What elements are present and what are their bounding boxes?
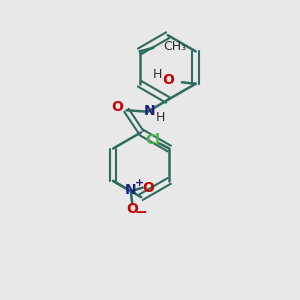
Text: O: O — [142, 181, 154, 195]
Text: H: H — [153, 68, 162, 81]
Text: +: + — [134, 178, 144, 188]
Text: CH₃: CH₃ — [163, 40, 186, 53]
Text: Cl: Cl — [146, 133, 160, 147]
Text: N: N — [144, 104, 156, 118]
Text: N: N — [125, 183, 136, 197]
Text: O: O — [126, 202, 138, 217]
Text: H: H — [155, 110, 165, 124]
Text: O: O — [162, 73, 174, 87]
Text: −: − — [134, 205, 147, 220]
Text: O: O — [111, 100, 123, 114]
